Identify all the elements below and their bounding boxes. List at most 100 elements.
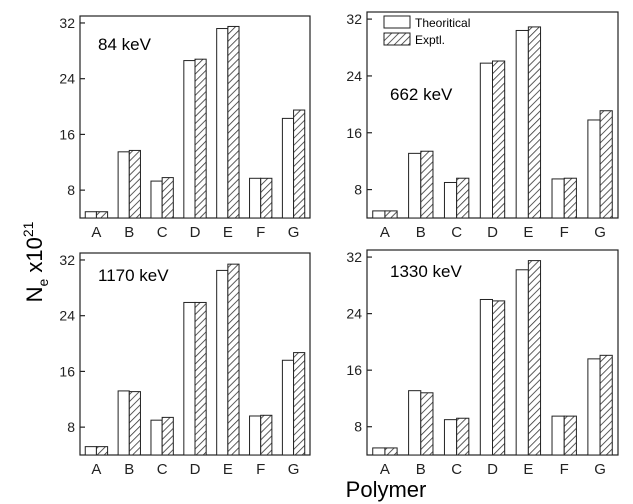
bar-theoritical bbox=[372, 210, 386, 219]
panels: 8 16 24 32 A B C D E F G 84 keV 8 16 24 32 A B C D E F G 662 ke… bbox=[59, 11, 619, 478]
y-tick-label: 24 bbox=[346, 306, 362, 322]
y-tick-label: 24 bbox=[59, 308, 75, 324]
bar-theoritical bbox=[281, 117, 295, 219]
panel-title: 1330 keV bbox=[390, 262, 462, 281]
bar-theoritical bbox=[281, 359, 295, 456]
bar-exptl bbox=[227, 25, 240, 219]
x-tick-label: F bbox=[560, 224, 569, 241]
bar-exptl bbox=[599, 110, 613, 219]
y-tick-label: 8 bbox=[67, 182, 75, 198]
bar-theoritical bbox=[551, 178, 565, 219]
y-tick-label: 32 bbox=[59, 15, 75, 31]
y-axis-label-mid: x10 bbox=[22, 237, 47, 279]
bar-theoritical bbox=[183, 60, 196, 219]
x-tick-label: D bbox=[487, 461, 498, 478]
bar-exptl bbox=[194, 58, 207, 219]
bar-theoritical bbox=[216, 28, 229, 219]
x-tick-label: C bbox=[157, 461, 168, 478]
legend-swatch-theoritical bbox=[383, 15, 411, 29]
panel-4: 8 16 24 32 A B C D E F G 1330 keV bbox=[346, 249, 619, 478]
x-tick-label: B bbox=[416, 461, 426, 478]
bar-exptl bbox=[293, 352, 306, 456]
bar-theoritical bbox=[587, 358, 601, 456]
panel-1: 8 16 24 32 A B C D E F G 84 keV bbox=[59, 15, 311, 241]
x-tick-label: B bbox=[124, 461, 134, 478]
bar-exptl bbox=[260, 414, 273, 456]
bar-theoritical bbox=[117, 390, 130, 456]
panel-2: 8 16 24 32 A B C D E F G 662 keV Theoritical Exptl. bbox=[346, 11, 619, 241]
bar-theoritical bbox=[515, 269, 529, 456]
bar-exptl bbox=[456, 417, 470, 456]
y-tick-label: 16 bbox=[346, 362, 362, 378]
y-tick-label: 16 bbox=[346, 125, 362, 141]
x-tick-label: D bbox=[487, 224, 498, 241]
bar-exptl bbox=[420, 392, 434, 456]
x-tick-label: A bbox=[380, 461, 390, 478]
bar-exptl bbox=[194, 301, 207, 456]
bar-theoritical bbox=[84, 211, 97, 219]
y-tick-label: 16 bbox=[59, 363, 75, 379]
y-tick-label: 8 bbox=[354, 419, 362, 435]
x-tick-label: F bbox=[256, 224, 265, 241]
bar-exptl bbox=[293, 109, 306, 219]
y-tick-label: 8 bbox=[354, 182, 362, 198]
legend: Theoritical Exptl. bbox=[383, 15, 470, 47]
y-axis-label: Ne x1021 bbox=[20, 221, 51, 302]
y-tick-label: 24 bbox=[59, 71, 75, 87]
bar-exptl bbox=[128, 149, 141, 219]
bar-theoritical bbox=[84, 446, 97, 456]
bar-exptl bbox=[563, 177, 577, 219]
y-axis-label-sup: 21 bbox=[20, 221, 36, 237]
x-tick-label: E bbox=[523, 224, 533, 241]
panel-3: 8 16 24 32 A B C D E F G 1170 keV bbox=[59, 252, 311, 478]
y-tick-label: 32 bbox=[346, 11, 362, 27]
bar-exptl bbox=[95, 446, 109, 456]
bar-exptl bbox=[420, 150, 434, 219]
bar-theoritical bbox=[551, 415, 565, 456]
x-tick-label: F bbox=[256, 461, 265, 478]
y-tick-label: 32 bbox=[346, 249, 362, 265]
x-tick-label: G bbox=[594, 224, 606, 241]
bar-exptl bbox=[161, 416, 174, 456]
bar-theoritical bbox=[150, 180, 163, 219]
x-tick-label: A bbox=[91, 461, 101, 478]
legend-label-exptl: Exptl. bbox=[415, 33, 445, 47]
bar-exptl bbox=[95, 211, 109, 219]
bar-exptl bbox=[527, 26, 542, 219]
bar-theoritical bbox=[372, 447, 386, 456]
x-tick-label: G bbox=[288, 461, 300, 478]
bar-exptl bbox=[384, 210, 398, 219]
y-axis-label-sub: e bbox=[35, 279, 51, 287]
x-tick-label: E bbox=[223, 461, 233, 478]
bar-theoritical bbox=[443, 181, 458, 219]
x-tick-label: E bbox=[523, 461, 533, 478]
bar-theoritical bbox=[443, 419, 458, 456]
bar-exptl bbox=[456, 177, 470, 219]
x-tick-label: D bbox=[190, 224, 201, 241]
y-tick-label: 8 bbox=[67, 419, 75, 435]
x-tick-label: A bbox=[380, 224, 390, 241]
y-tick-label: 32 bbox=[59, 252, 75, 268]
x-tick-label: B bbox=[416, 224, 426, 241]
bar-exptl bbox=[260, 177, 273, 219]
bar-exptl bbox=[161, 177, 174, 219]
legend-swatch-exptl bbox=[383, 32, 411, 46]
bar-theoritical bbox=[249, 415, 262, 456]
y-tick-label: 16 bbox=[59, 126, 75, 142]
bar-theoritical bbox=[150, 419, 163, 456]
panel-title: 1170 keV bbox=[98, 266, 169, 285]
bar-exptl bbox=[128, 391, 141, 456]
bar-exptl bbox=[384, 447, 398, 456]
y-tick-label: 24 bbox=[346, 68, 362, 84]
bar-exptl bbox=[599, 354, 613, 456]
panel-title: 84 keV bbox=[98, 35, 152, 54]
bar-theoritical bbox=[216, 269, 229, 456]
x-tick-label: G bbox=[594, 461, 606, 478]
bar-exptl bbox=[563, 415, 577, 456]
bar-exptl bbox=[492, 300, 506, 456]
bar-theoritical bbox=[183, 301, 196, 456]
x-axis-label: Polymer bbox=[346, 477, 427, 502]
bar-theoritical bbox=[587, 119, 601, 219]
x-tick-label: A bbox=[91, 224, 101, 241]
